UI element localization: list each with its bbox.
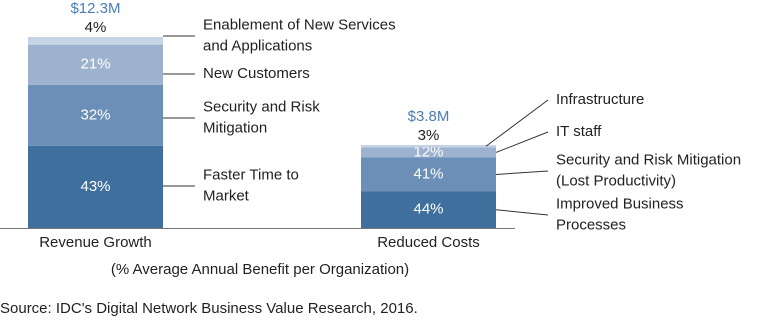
segment-name: Infrastructure: [556, 91, 644, 108]
bar-segment: [361, 147, 496, 158]
bar-segment: [361, 191, 496, 228]
leader-line: [495, 170, 549, 175]
segment-name: Enablement of New Services: [203, 16, 396, 33]
data-label: 21%: [80, 56, 110, 73]
data-label: 43%: [80, 178, 110, 195]
data-label: 41%: [413, 165, 443, 182]
total-label: $3.8M: [408, 108, 450, 125]
segment-name: Mitigation: [203, 119, 267, 136]
segment-name: Improved Business: [556, 195, 684, 212]
bar-segment: [361, 145, 496, 148]
segment-name: IT staff: [556, 123, 602, 140]
total-label: $12.3M: [70, 0, 120, 17]
segment-name: Processes: [556, 216, 626, 233]
segment-name: and Applications: [203, 37, 312, 54]
leader-line: [495, 131, 549, 153]
x-tick-label: Revenue Growth: [39, 234, 152, 251]
x-tick-label: Reduced Costs: [377, 234, 480, 251]
data-label: 44%: [413, 201, 443, 218]
bar-segment: [361, 157, 496, 192]
leader-line: [495, 209, 549, 216]
data-label: 3%: [418, 127, 440, 144]
segment-name: Market: [203, 187, 250, 204]
segment-name: Faster Time to: [203, 166, 299, 183]
leader-line: [485, 99, 549, 147]
data-label: 4%: [85, 19, 107, 36]
bar-segment: [28, 145, 163, 228]
segment-name: New Customers: [203, 65, 310, 82]
segment-name: (Lost Productivity): [556, 172, 676, 189]
source: Source: IDC's Digital Network Business V…: [0, 300, 418, 317]
segment-name: Security and Risk: [203, 98, 320, 115]
bar-segment: [28, 84, 163, 146]
data-label: 32%: [80, 106, 110, 123]
data-label: 12%: [413, 143, 443, 160]
bar-segment: [28, 37, 163, 45]
segment-name: Security and Risk Mitigation: [556, 151, 741, 168]
note: (% Average Annual Benefit per Organizati…: [111, 261, 409, 278]
bar-segment: [28, 44, 163, 85]
